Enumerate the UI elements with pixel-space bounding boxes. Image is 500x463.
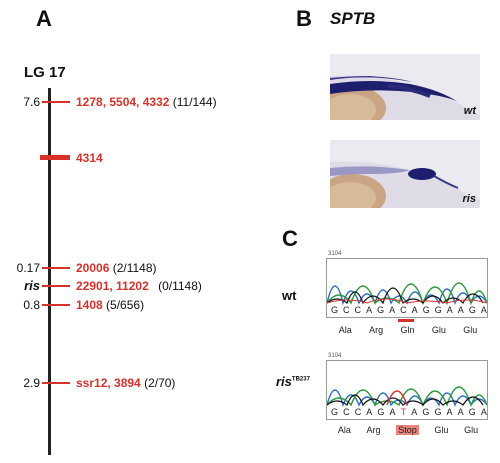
map-distance: 0.8 bbox=[23, 298, 40, 312]
marker-tick bbox=[42, 304, 70, 306]
wt-amino-acids: Ala Arg Gln Glu Glu bbox=[330, 325, 486, 335]
amino-acid: Glu bbox=[464, 425, 479, 435]
trace-index: 3104 bbox=[328, 353, 342, 359]
recombinant-count: (2/1148) bbox=[112, 261, 157, 275]
marker-names: 1408 bbox=[76, 298, 103, 312]
amino-acid: Ala bbox=[337, 425, 351, 435]
base-call: A bbox=[457, 305, 464, 315]
base-call: G bbox=[422, 407, 430, 417]
panel-label-b: B bbox=[296, 6, 312, 31]
amino-acid: Glu bbox=[431, 325, 446, 335]
base-call: A bbox=[411, 305, 418, 315]
base-call: A bbox=[446, 407, 453, 417]
recombinant-count: (5/656) bbox=[106, 298, 145, 312]
marker-names: 20006 bbox=[76, 261, 110, 275]
marker-tick bbox=[42, 267, 70, 269]
base-call: A bbox=[480, 305, 487, 315]
base-call: A bbox=[446, 305, 453, 315]
base-call: C bbox=[354, 407, 362, 417]
marker-row: 22901, 11202 (0/1148) bbox=[76, 279, 202, 293]
base-call: G bbox=[434, 407, 442, 417]
base-call: A bbox=[389, 305, 396, 315]
wt-chromatogram: G C C A G A C A G G A A G A bbox=[326, 258, 488, 318]
ris-embryo-image: ris bbox=[330, 140, 480, 208]
codon-highlight bbox=[398, 319, 414, 322]
marker-row: 4314 bbox=[76, 151, 103, 165]
base-call: A bbox=[366, 407, 373, 417]
ris-embryo-illustration bbox=[330, 140, 480, 208]
base-call: G bbox=[468, 305, 476, 315]
marker-row: 20006 (2/1148) bbox=[76, 261, 157, 275]
panel-label-a: A bbox=[36, 6, 52, 31]
mutant-trace-label: risTB237 bbox=[276, 374, 310, 389]
base-call: A bbox=[389, 407, 396, 417]
wt-embryo-image: wt bbox=[330, 54, 480, 120]
recombinant-count: (2/70) bbox=[144, 376, 176, 390]
ris-label: ris bbox=[462, 193, 476, 205]
base-call: C bbox=[343, 407, 350, 417]
marker-row: ssr12, 3894 (2/70) bbox=[76, 376, 175, 390]
base-call: A bbox=[411, 407, 418, 417]
base-call: C bbox=[400, 305, 407, 315]
linkage-group-title: LG 17 bbox=[24, 64, 66, 81]
mutant-amino-acids: Ala Arg Stop Glu Glu bbox=[330, 425, 486, 435]
amino-acid: Arg bbox=[369, 325, 384, 335]
recombinant-count: (0/1148) bbox=[158, 279, 202, 293]
wt-embryo-illustration bbox=[330, 54, 480, 120]
marker-row: 1278, 5504, 4332 (11/144) bbox=[76, 95, 217, 109]
marker-tick bbox=[42, 101, 70, 103]
base-call: G bbox=[468, 407, 476, 417]
base-call: G bbox=[331, 407, 339, 417]
base-call: C bbox=[343, 305, 350, 315]
amino-acid: Gln bbox=[400, 325, 415, 335]
base-call: G bbox=[377, 407, 385, 417]
map-distance: 2.9 bbox=[23, 376, 40, 390]
map-distance: 0.17 bbox=[16, 261, 40, 275]
marker-tick bbox=[42, 382, 70, 384]
chromosome-bar bbox=[48, 88, 51, 455]
base-call: A bbox=[366, 305, 373, 315]
base-call: A bbox=[480, 407, 487, 417]
wt-base-calls: G C C A G A C A G G A A G A bbox=[331, 305, 487, 315]
marker-names: ssr12, 3894 bbox=[76, 376, 141, 390]
stop-codon: Stop bbox=[396, 425, 419, 435]
amino-acid: Glu bbox=[434, 425, 449, 435]
wt-chromatogram-peaks bbox=[326, 282, 488, 306]
marker-names: 4314 bbox=[76, 151, 103, 165]
base-call: G bbox=[434, 305, 442, 315]
amino-acid: Glu bbox=[463, 325, 478, 335]
base-call: G bbox=[331, 305, 339, 315]
base-call: A bbox=[457, 407, 464, 417]
base-call: G bbox=[377, 305, 385, 315]
base-call: C bbox=[354, 305, 362, 315]
marker-tick bbox=[42, 285, 70, 287]
recombinant-count: (11/144) bbox=[172, 95, 217, 109]
wt-trace-label: wt bbox=[282, 288, 297, 303]
trace-index: 3104 bbox=[328, 251, 342, 257]
base-call: T bbox=[400, 407, 407, 417]
marker-row: 1408 (5/656) bbox=[76, 298, 144, 312]
amino-acid: Ala bbox=[338, 325, 352, 335]
base-call: G bbox=[422, 305, 430, 315]
map-distance: 7.6 bbox=[23, 95, 40, 109]
ris-locus-label: ris bbox=[24, 278, 40, 293]
marker-tick bbox=[40, 155, 70, 160]
mutant-base-calls: G C C A G A T A G G A A G A bbox=[331, 407, 487, 417]
panel-label-c: C bbox=[282, 226, 298, 251]
marker-names: 22901, 11202 bbox=[76, 279, 149, 293]
mutant-chromatogram-peaks bbox=[326, 386, 488, 408]
amino-acid: Arg bbox=[366, 425, 381, 435]
wt-label: wt bbox=[463, 105, 476, 117]
mutant-chromatogram: G C C A G A T A G G A A G A bbox=[326, 360, 488, 420]
marker-names: 1278, 5504, 4332 bbox=[76, 95, 170, 109]
gene-name: SPTB bbox=[330, 9, 376, 28]
